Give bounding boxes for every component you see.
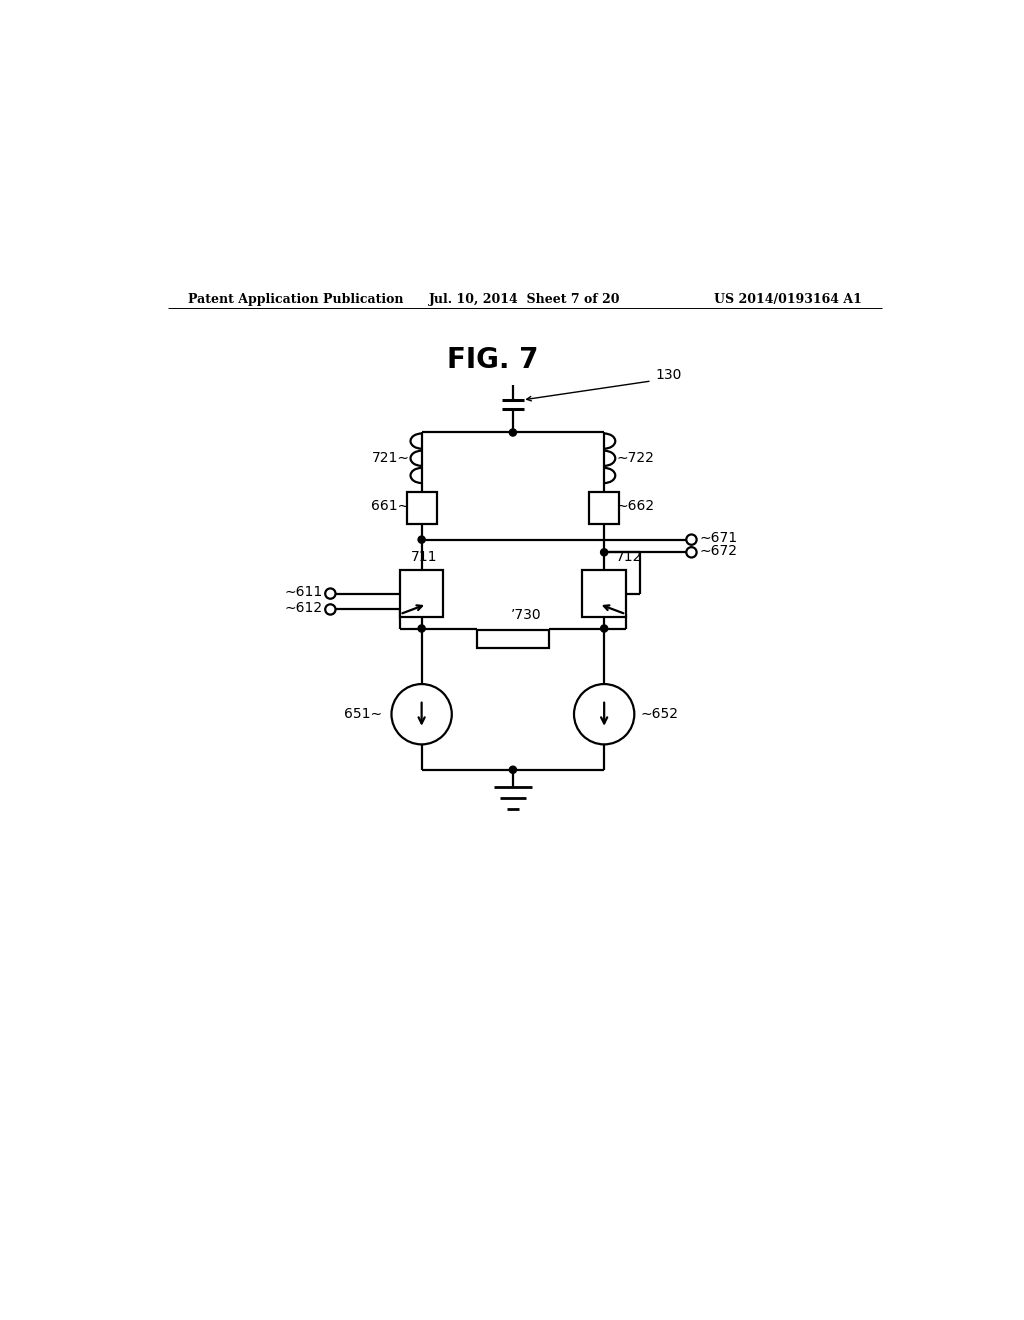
- Circle shape: [601, 549, 607, 556]
- Text: 721∼: 721∼: [372, 451, 410, 465]
- Text: ∼662: ∼662: [616, 499, 654, 513]
- Text: FIG. 7: FIG. 7: [447, 346, 539, 375]
- Circle shape: [601, 624, 607, 632]
- Text: ∼612: ∼612: [285, 601, 323, 615]
- Text: 130: 130: [655, 367, 682, 381]
- Text: ’730: ’730: [511, 609, 542, 622]
- Bar: [399, 570, 443, 618]
- Bar: [583, 570, 626, 618]
- Text: 712: 712: [616, 550, 642, 564]
- Circle shape: [326, 605, 336, 615]
- Circle shape: [418, 536, 425, 544]
- Text: 661∼: 661∼: [372, 499, 410, 513]
- Circle shape: [418, 624, 425, 632]
- Text: ∼611: ∼611: [285, 585, 323, 599]
- Circle shape: [686, 535, 696, 545]
- Text: ∼722: ∼722: [616, 451, 654, 465]
- Text: US 2014/0193164 A1: US 2014/0193164 A1: [714, 293, 862, 306]
- Circle shape: [686, 548, 696, 557]
- Text: ∼652: ∼652: [641, 708, 679, 721]
- Circle shape: [326, 589, 336, 599]
- Circle shape: [509, 766, 516, 774]
- Text: ∼671: ∼671: [699, 531, 737, 545]
- Text: Jul. 10, 2014  Sheet 7 of 20: Jul. 10, 2014 Sheet 7 of 20: [429, 293, 621, 306]
- Text: ∼672: ∼672: [699, 544, 737, 558]
- Text: Patent Application Publication: Patent Application Publication: [187, 293, 403, 306]
- Bar: [407, 492, 436, 524]
- Circle shape: [574, 684, 634, 744]
- Bar: [589, 492, 620, 524]
- Circle shape: [391, 684, 452, 744]
- Text: 651∼: 651∼: [344, 708, 382, 721]
- Circle shape: [509, 429, 516, 436]
- Text: 711: 711: [411, 550, 437, 564]
- Bar: [477, 630, 549, 648]
